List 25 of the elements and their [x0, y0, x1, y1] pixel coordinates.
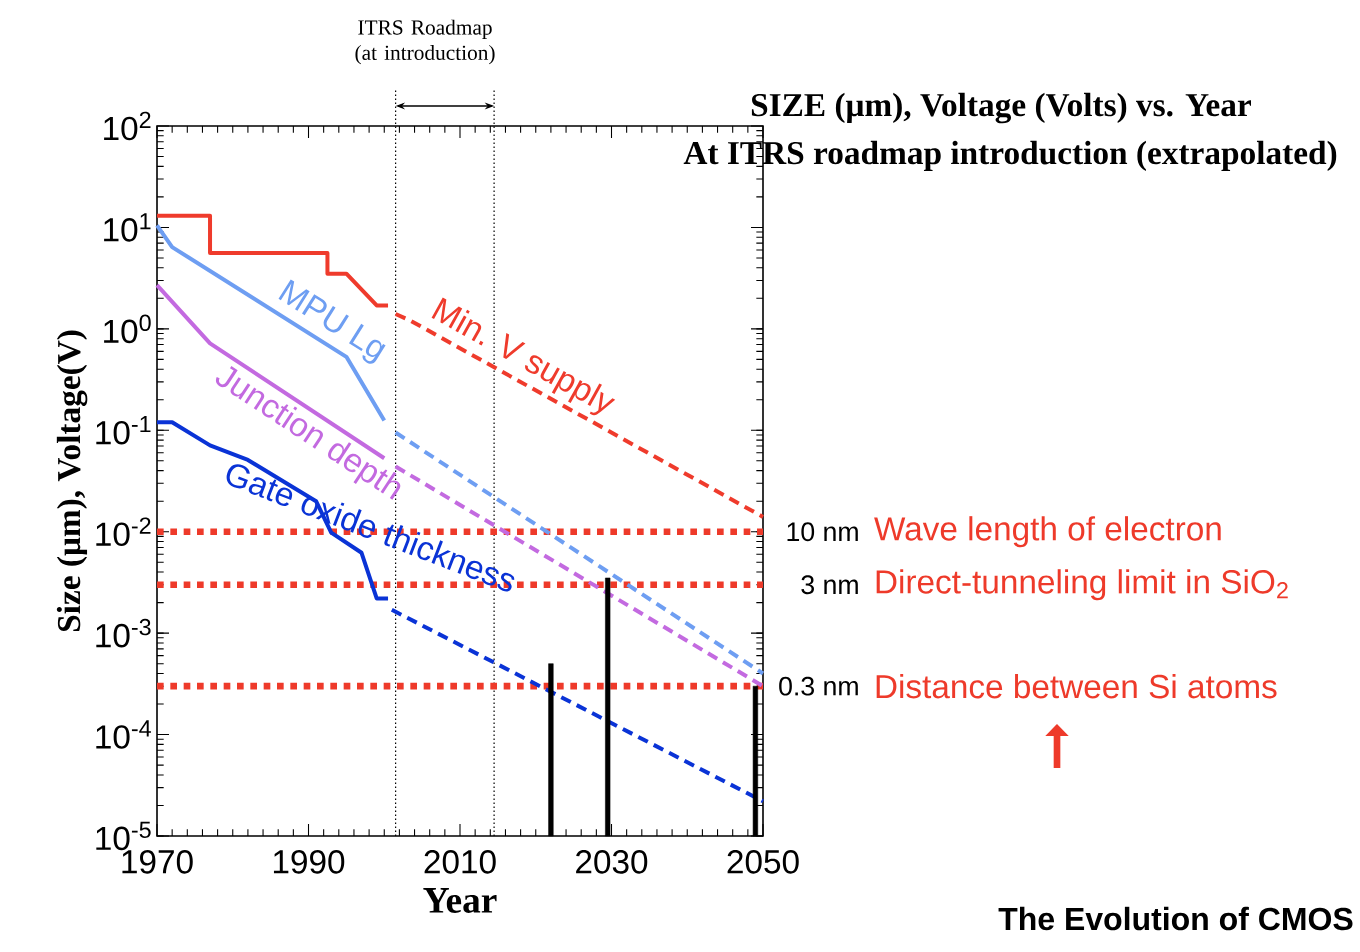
y-tick-label: 10$^{-3}$: [96, 618, 151, 648]
text: SIZE (μm), Voltage (Volts) vs. Year: [751, 92, 1251, 124]
x-tick-label: 2050: [727, 850, 799, 874]
x-axis-title: Year: [423, 888, 497, 913]
y-tick-label: 10$^{2}$: [104, 111, 151, 141]
text: MPU Lg: [278, 279, 386, 364]
text: Direct-tunneling limit in SiO$_{2}$: [876, 569, 1288, 601]
y-tick-label: 10$^{1}$: [104, 213, 151, 242]
y-tick-label: 10$^{-2}$: [96, 517, 151, 547]
x-tick-label: 1990: [273, 850, 345, 874]
ref-line-label: 0.3 nm: [779, 676, 858, 696]
y-axis-title: Size (μm), Voltage(V): [56, 330, 88, 632]
x-tick-label: 2010: [424, 850, 496, 874]
text: The Evolution of CMOS: [998, 906, 1353, 931]
y-tick-label: 10$^{-4}$: [96, 720, 151, 749]
text: Wave length of electron: [874, 516, 1221, 548]
text: Distance between Si atoms: [876, 673, 1277, 699]
x-tick-label: 1970: [122, 850, 193, 874]
x-tick-label: 2030: [576, 850, 648, 874]
y-tick-label: 10$^{-1}$: [96, 416, 151, 445]
ref-line-label: 10 nm: [787, 522, 858, 542]
y-tick-label: 10$^{0}$: [104, 314, 151, 344]
ref-line-label: 3 nm: [801, 575, 858, 595]
text: ITRS Roadmap (at introduction): [355, 19, 495, 65]
y-tick-label: 10$^{-5}$: [96, 821, 151, 851]
